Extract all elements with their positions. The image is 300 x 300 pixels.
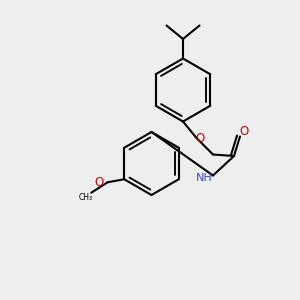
Text: NH: NH	[196, 173, 213, 183]
Text: O: O	[95, 176, 104, 189]
Text: CH₃: CH₃	[78, 193, 92, 202]
Text: O: O	[196, 132, 205, 146]
Text: O: O	[240, 125, 249, 139]
